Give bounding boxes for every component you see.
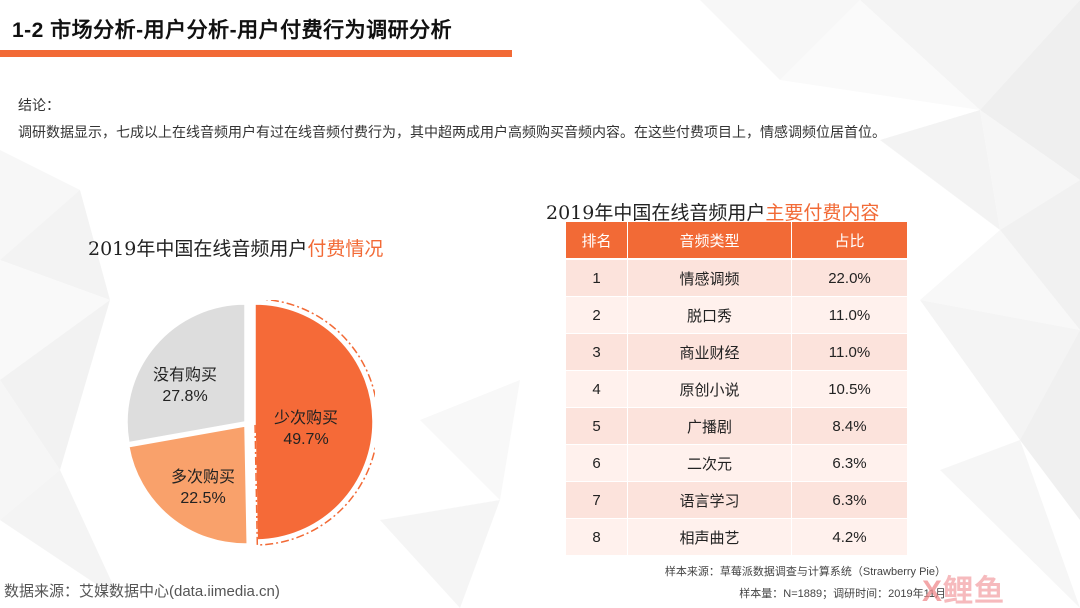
table-cell-rank: 4 (566, 371, 628, 408)
table-cell-rank: 6 (566, 445, 628, 482)
title-underline (0, 50, 512, 57)
table-cell-share: 11.0% (792, 334, 907, 371)
pie-chart-svg (126, 298, 379, 546)
table-cell-rank: 5 (566, 408, 628, 445)
pie-label-slice-0: 少次购买 49.7% (266, 408, 346, 450)
table-header-share: 占比 (792, 222, 907, 260)
table-cell-rank: 7 (566, 482, 628, 519)
pie-slice-0 (254, 303, 374, 541)
pie-slice-2-value: 27.8% (162, 388, 208, 405)
table-row: 6 二次元 6.3% (566, 445, 907, 482)
pie-chart (115, 298, 379, 560)
pie-slice-0-name: 少次购买 (273, 410, 338, 427)
table-row: 7 语言学习 6.3% (566, 482, 907, 519)
pie-slice-1 (127, 425, 248, 545)
table-header-rank: 排名 (566, 222, 628, 260)
table-cell-type: 商业财经 (628, 334, 792, 371)
table-cell-share: 6.3% (792, 482, 907, 519)
pie-slice-1-name: 多次购买 (170, 469, 235, 486)
table-title: 2019年中国在线音频用户主要付费内容 (546, 198, 879, 225)
table-cell-share: 8.4% (792, 408, 907, 445)
table-cell-type: 脱口秀 (628, 297, 792, 334)
table-header-type: 音频类型 (628, 222, 792, 260)
pie-title-highlight: 付费情况 (307, 238, 384, 260)
table-cell-type: 原创小说 (628, 371, 792, 408)
table-title-highlight: 主要付费内容 (765, 202, 880, 224)
pie-label-slice-1: 多次购买 22.5% (160, 467, 246, 509)
table-cell-type: 相声曲艺 (628, 519, 792, 556)
pie-slice-2 (126, 303, 246, 444)
table-cell-rank: 2 (566, 297, 628, 334)
table-row: 8 相声曲艺 4.2% (566, 519, 907, 556)
table-cell-type: 语言学习 (628, 482, 792, 519)
pie-slice-1-value: 22.5% (180, 490, 226, 507)
sample-size: 样本量：N=1889；调研时间：2019年11月 (739, 588, 946, 600)
table-cell-share: 11.0% (792, 297, 907, 334)
sample-source: 样本来源：草莓派数据调查与计算系统（Strawberry Pie） (664, 566, 946, 578)
pie-title-prefix: 2019年中国在线音频用户 (88, 238, 308, 260)
table-cell-type: 广播剧 (628, 408, 792, 445)
conclusion-block: 结论： 调研数据显示，七成以上在线音频用户有过在线音频付费行为，其中超两成用户高… (18, 92, 886, 146)
table-cell-type: 二次元 (628, 445, 792, 482)
watermark-text: 鲤鱼 (943, 575, 1006, 608)
table-cell-share: 22.0% (792, 260, 907, 297)
pie-chart-title: 2019年中国在线音频用户付费情况 (88, 234, 383, 261)
table-row: 2 脱口秀 11.0% (566, 297, 907, 334)
table-title-prefix: 2019年中国在线音频用户 (546, 202, 766, 224)
table-cell-rank: 1 (566, 260, 628, 297)
table-cell-rank: 3 (566, 334, 628, 371)
conclusion-text: 调研数据显示，七成以上在线音频用户有过在线音频付费行为，其中超两成用户高频购买音… (18, 124, 886, 140)
table-cell-share: 4.2% (792, 519, 907, 556)
table-header-row: 排名 音频类型 占比 (566, 222, 907, 260)
page-title: 1-2 市场分析-用户分析-用户付费行为调研分析 (12, 19, 453, 42)
payment-content-table: 排名 音频类型 占比 1 情感调频 22.0% 2 脱口秀 11.0% 3 商业… (566, 222, 907, 556)
table-cell-rank: 8 (566, 519, 628, 556)
table-cell-type: 情感调频 (628, 260, 792, 297)
table-cell-share: 6.3% (792, 445, 907, 482)
table-row: 4 原创小说 10.5% (566, 371, 907, 408)
data-source: 数据来源：艾媒数据中心(data.iimedia.cn) (4, 583, 280, 600)
table-row: 3 商业财经 11.0% (566, 334, 907, 371)
table-row: 5 广播剧 8.4% (566, 408, 907, 445)
table-cell-share: 10.5% (792, 371, 907, 408)
conclusion-label: 结论： (18, 97, 60, 113)
table-row: 1 情感调频 22.0% (566, 260, 907, 297)
pie-slice-2-name: 没有购买 (152, 367, 217, 384)
watermark-logo: X鲤鱼 (922, 566, 1005, 608)
watermark-prefix: X (922, 575, 944, 608)
pie-label-slice-2: 没有购买 27.8% (142, 365, 228, 407)
pie-slice-0-value: 49.7% (283, 431, 329, 448)
header: 1-2 市场分析-用户分析-用户付费行为调研分析 (0, 0, 1080, 62)
